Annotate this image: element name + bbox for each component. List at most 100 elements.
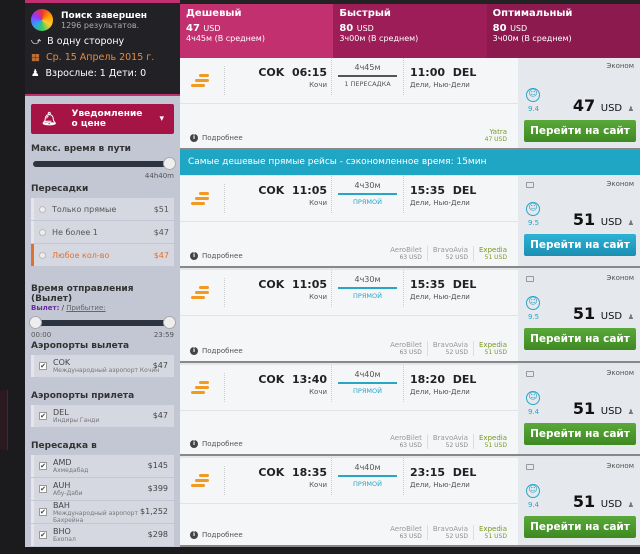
radio[interactable] (39, 205, 46, 213)
slider-handle-min[interactable] (29, 316, 42, 329)
stops-label: ПРЯМОЙ (353, 198, 382, 206)
agent-price: 63 USD (399, 442, 422, 449)
slider-handle[interactable] (163, 157, 176, 170)
radio[interactable] (39, 251, 46, 259)
direct-flights-banner: Самые дешевые прямые рейсы - сэкономленн… (180, 150, 640, 175)
agent-price: 52 USD (445, 254, 468, 261)
info-icon: i (190, 252, 198, 260)
agent-price: 52 USD (445, 533, 468, 540)
tab-price: 47 (186, 23, 200, 34)
agent-offer[interactable]: AeroBilet 63 USD (385, 246, 427, 261)
agent-offer[interactable]: AeroBilet 63 USD (385, 341, 427, 356)
agent-offer[interactable]: BravoAvia 52 USD (426, 525, 473, 540)
caret-down-icon: ▾ (159, 114, 164, 124)
time-min: 00:00 (31, 331, 52, 339)
airport-code: AUH (53, 481, 71, 490)
arrival-time: 23:15 (410, 466, 446, 479)
radio[interactable] (39, 228, 46, 236)
agent-name: AeroBilet (390, 341, 422, 349)
agent-name: Expedia (479, 525, 507, 533)
departure-time-slider[interactable] (29, 316, 176, 329)
agent-name: Yatra (489, 128, 507, 136)
option-price: $51 (153, 204, 169, 214)
price-column: Эконом ☺ 9.4 51 USD ♟ Перейти на сайт (518, 365, 640, 454)
checkbox[interactable]: ✔ (39, 412, 47, 420)
go-to-site-button[interactable]: Перейти на сайт (524, 120, 636, 142)
go-to-site-button[interactable]: Перейти на сайт (524, 234, 636, 256)
person-icon: ♟ (31, 68, 40, 79)
price-alert-button[interactable]: 🔔︎ Уведомление о цене ▾ (31, 104, 174, 134)
agent-offer[interactable]: Yatra 47 USD (480, 128, 512, 143)
calendar-icon: ▦ (31, 52, 40, 63)
agent-offer[interactable]: BravoAvia 52 USD (426, 246, 473, 261)
airport-filter-item[interactable]: ✔ BAH Международный аэропорт Бахрейна $1,25… (31, 501, 174, 524)
details-label: Подробнее (202, 347, 243, 355)
checkbox[interactable]: ✔ (39, 462, 47, 470)
smiley-rating-icon: ☺ (526, 484, 540, 498)
origin-code: COK (258, 184, 285, 197)
agent-name: BravoAvia (432, 434, 468, 442)
agent-offer[interactable]: Expedia 51 USD (473, 246, 512, 261)
rating-score: 9.4 (528, 105, 540, 113)
route-line (338, 193, 397, 195)
checkbox[interactable]: ✔ (39, 508, 47, 516)
airport-filter-item[interactable]: ✔ DEL Индиры Ганди $47 (31, 405, 174, 427)
slider-handle-max[interactable] (163, 316, 176, 329)
max-time-slider[interactable] (33, 157, 176, 170)
checkbox[interactable]: ✔ (39, 362, 47, 370)
rating-score: 9.4 (528, 501, 540, 509)
departure-link[interactable]: Вылет: (31, 304, 60, 312)
details-link[interactable]: i Подробнее (190, 440, 243, 448)
agent-offer[interactable]: BravoAvia 52 USD (426, 341, 473, 356)
search-summary: Поиск завершен 1296 результатов. ⤻ В одну… (25, 0, 180, 96)
details-link[interactable]: i Подробнее (190, 531, 243, 539)
agent-offer[interactable]: Expedia 51 USD (473, 434, 512, 449)
price-currency: USD (600, 499, 623, 510)
stops-option[interactable]: Только прямые $51 (31, 198, 174, 220)
agent-offer[interactable]: Expedia 51 USD (473, 525, 512, 540)
side-tab[interactable] (0, 390, 8, 450)
go-to-site-button[interactable]: Перейти на сайт (524, 328, 636, 350)
arrival-time: 15:35 (410, 184, 446, 197)
credit-card-icon (526, 464, 534, 470)
airport-filter-item[interactable]: ✔ BHO Бхопал $298 (31, 524, 174, 546)
destination-code: DEL (452, 466, 477, 479)
max-time-value: 44h40m (144, 172, 174, 180)
arrival-link[interactable]: Прибытие: (66, 304, 106, 312)
checkbox[interactable]: ✔ (39, 485, 47, 493)
stops-option[interactable]: Любое кол-во $47 (31, 244, 174, 266)
airport-code: DEL (53, 408, 69, 417)
agent-offer[interactable]: AeroBilet 63 USD (385, 525, 427, 540)
airport-filter-item[interactable]: ✔ AUH Абу-Даби $399 (31, 478, 174, 500)
agent-offer[interactable]: BravoAvia 52 USD (426, 434, 473, 449)
departure-time: 11:05 (291, 278, 327, 291)
agent-offer[interactable]: AeroBilet 63 USD (385, 434, 427, 449)
go-to-site-button[interactable]: Перейти на сайт (524, 516, 636, 538)
search-status: Поиск завершен (61, 10, 148, 21)
details-label: Подробнее (202, 440, 243, 448)
agent-name: BravoAvia (432, 525, 468, 533)
arrival-time: 18:20 (410, 373, 446, 386)
filter-price: $47 (152, 411, 168, 420)
filter-price: $1,252 (140, 507, 168, 516)
airport-name: Ахмедабад (53, 467, 89, 474)
go-to-site-button[interactable]: Перейти на сайт (524, 423, 636, 445)
details-link[interactable]: i Подробнее (190, 252, 243, 260)
airport-filter-item[interactable]: ✔ AMD Ахмедабад $145 (31, 455, 174, 477)
airline-logo-icon (191, 379, 213, 397)
tab-2[interactable]: Оптимальный 80 USD 3ч00м (В среднем) (486, 4, 640, 58)
arrival-time: 15:35 (410, 278, 446, 291)
passengers: Взрослые: 1 Дети: 0 (45, 68, 147, 79)
stops-option[interactable]: Не более 1 $47 (31, 221, 174, 243)
agent-offer[interactable]: Expedia 51 USD (473, 341, 512, 356)
agent-name: BravoAvia (432, 246, 468, 254)
tab-0[interactable]: Дешевый 47 USD 4ч45м (В среднем) (180, 4, 334, 58)
checkbox[interactable]: ✔ (39, 531, 47, 539)
agent-name: Expedia (479, 246, 507, 254)
airport-filter-item[interactable]: ✔ COK Международный аэропорт Кочин $47 (31, 355, 174, 377)
details-link[interactable]: i Подробнее (190, 134, 243, 142)
transfer-title: Пересадка в (31, 441, 97, 451)
tab-1[interactable]: Быстрый 80 USD 3ч00м (В среднем) (333, 4, 487, 58)
details-link[interactable]: i Подробнее (190, 347, 243, 355)
tab-title: Быстрый (339, 8, 391, 19)
